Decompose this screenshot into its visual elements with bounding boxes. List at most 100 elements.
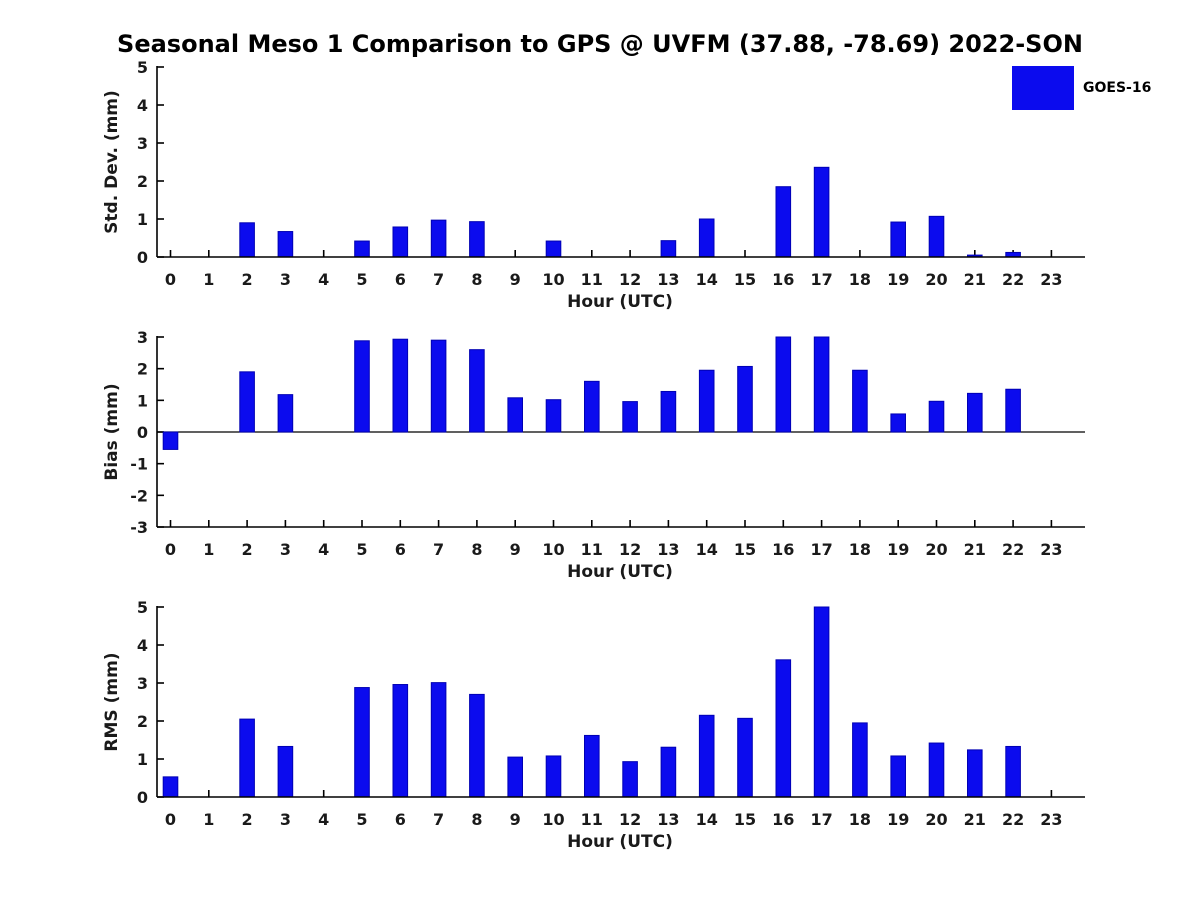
svg-text:5: 5	[137, 58, 148, 77]
svg-text:17: 17	[810, 810, 832, 829]
chart-title: Seasonal Meso 1 Comparison to GPS @ UVFM…	[117, 30, 1083, 58]
svg-text:12: 12	[619, 810, 641, 829]
svg-text:Hour (UTC): Hour (UTC)	[567, 562, 673, 582]
svg-text:15: 15	[734, 270, 756, 289]
svg-text:0: 0	[137, 423, 148, 442]
svg-text:2: 2	[242, 540, 253, 559]
svg-text:1: 1	[203, 810, 214, 829]
legend-label-goes16: GOES-16	[1083, 80, 1152, 96]
svg-text:5: 5	[137, 598, 148, 617]
svg-text:0: 0	[137, 248, 148, 267]
svg-text:21: 21	[964, 270, 986, 289]
svg-text:16: 16	[772, 540, 794, 559]
svg-text:4: 4	[137, 636, 148, 655]
svg-text:-3: -3	[130, 518, 148, 537]
svg-text:5: 5	[356, 540, 367, 559]
svg-text:0: 0	[165, 540, 176, 559]
svg-text:Hour (UTC): Hour (UTC)	[567, 832, 673, 852]
svg-text:23: 23	[1040, 270, 1062, 289]
svg-text:1: 1	[137, 210, 148, 229]
svg-text:2: 2	[137, 712, 148, 731]
svg-text:23: 23	[1040, 540, 1062, 559]
svg-text:2: 2	[137, 172, 148, 191]
svg-text:5: 5	[356, 270, 367, 289]
svg-text:13: 13	[657, 540, 679, 559]
svg-text:1: 1	[203, 540, 214, 559]
svg-text:8: 8	[471, 810, 482, 829]
svg-text:21: 21	[964, 810, 986, 829]
svg-text:5: 5	[356, 810, 367, 829]
svg-text:18: 18	[849, 540, 871, 559]
svg-text:4: 4	[318, 810, 329, 829]
svg-text:10: 10	[542, 810, 564, 829]
svg-text:12: 12	[619, 540, 641, 559]
svg-text:8: 8	[471, 270, 482, 289]
svg-text:19: 19	[887, 810, 909, 829]
svg-text:RMS (mm): RMS (mm)	[102, 652, 122, 751]
legend-swatch-goes16	[1012, 66, 1074, 110]
svg-text:16: 16	[772, 270, 794, 289]
svg-text:14: 14	[696, 270, 718, 289]
svg-text:6: 6	[395, 810, 406, 829]
svg-text:8: 8	[471, 540, 482, 559]
svg-text:0: 0	[165, 810, 176, 829]
svg-text:11: 11	[581, 810, 603, 829]
svg-text:20: 20	[925, 540, 947, 559]
svg-text:18: 18	[849, 810, 871, 829]
svg-text:2: 2	[137, 360, 148, 379]
svg-text:3: 3	[137, 328, 148, 347]
svg-text:-1: -1	[130, 455, 148, 474]
svg-text:17: 17	[810, 540, 832, 559]
svg-text:3: 3	[137, 674, 148, 693]
svg-text:19: 19	[887, 270, 909, 289]
svg-text:1: 1	[137, 391, 148, 410]
svg-text:0: 0	[165, 270, 176, 289]
svg-text:13: 13	[657, 270, 679, 289]
svg-text:22: 22	[1002, 810, 1024, 829]
svg-text:10: 10	[542, 540, 564, 559]
svg-text:7: 7	[433, 810, 444, 829]
svg-text:18: 18	[849, 270, 871, 289]
svg-text:22: 22	[1002, 540, 1024, 559]
svg-text:9: 9	[510, 810, 521, 829]
svg-text:4: 4	[318, 540, 329, 559]
svg-text:10: 10	[542, 270, 564, 289]
legend: GOES-16	[1012, 66, 1151, 110]
svg-text:Std. Dev. (mm): Std. Dev. (mm)	[102, 90, 122, 234]
svg-text:2: 2	[242, 270, 253, 289]
svg-text:2: 2	[242, 810, 253, 829]
svg-text:3: 3	[280, 810, 291, 829]
svg-text:23: 23	[1040, 810, 1062, 829]
svg-text:20: 20	[925, 810, 947, 829]
svg-text:7: 7	[433, 540, 444, 559]
svg-text:4: 4	[137, 96, 148, 115]
svg-text:14: 14	[696, 540, 718, 559]
svg-text:1: 1	[137, 750, 148, 769]
svg-text:7: 7	[433, 270, 444, 289]
svg-text:11: 11	[581, 540, 603, 559]
svg-text:14: 14	[696, 810, 718, 829]
svg-text:15: 15	[734, 810, 756, 829]
svg-text:16: 16	[772, 810, 794, 829]
svg-text:20: 20	[925, 270, 947, 289]
svg-text:21: 21	[964, 540, 986, 559]
svg-text:17: 17	[810, 270, 832, 289]
svg-text:15: 15	[734, 540, 756, 559]
svg-text:13: 13	[657, 810, 679, 829]
svg-text:3: 3	[280, 540, 291, 559]
svg-text:19: 19	[887, 540, 909, 559]
svg-text:6: 6	[395, 540, 406, 559]
svg-text:Bias (mm): Bias (mm)	[102, 383, 122, 480]
svg-text:6: 6	[395, 270, 406, 289]
svg-text:0: 0	[137, 788, 148, 807]
svg-text:22: 22	[1002, 270, 1024, 289]
svg-text:-2: -2	[130, 486, 148, 505]
svg-text:9: 9	[510, 270, 521, 289]
svg-text:Hour (UTC): Hour (UTC)	[567, 292, 673, 312]
svg-text:3: 3	[280, 270, 291, 289]
svg-text:12: 12	[619, 270, 641, 289]
svg-text:3: 3	[137, 134, 148, 153]
